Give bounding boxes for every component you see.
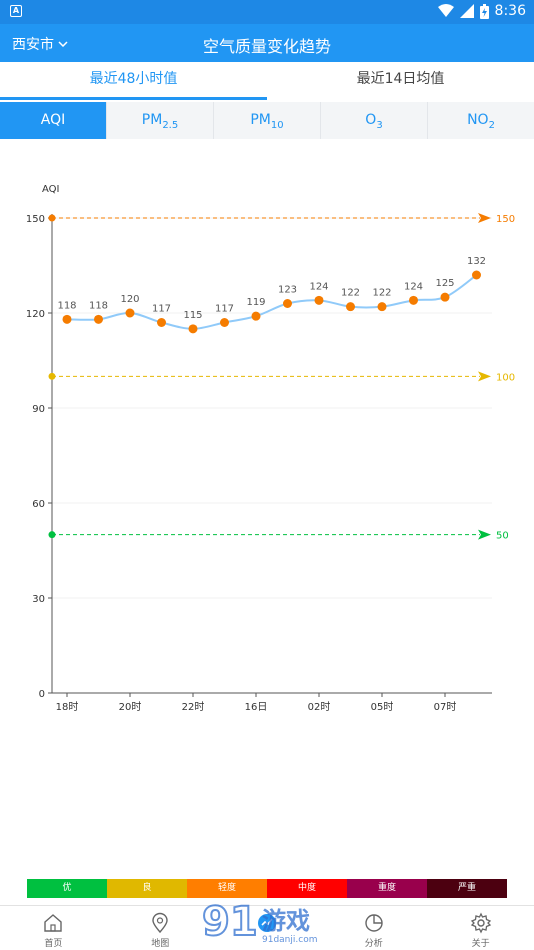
signal-icon [459, 4, 474, 18]
nav-analysis-label: 分析 [364, 939, 383, 949]
y-tick-label: 30 [32, 594, 45, 605]
legend-level-heavy: 重度 [347, 879, 427, 898]
y-tick-label: 60 [32, 499, 45, 510]
data-point [188, 324, 198, 334]
data-label: 117 [152, 304, 171, 315]
y-tick-label: 90 [32, 404, 45, 415]
threshold-label: 100 [496, 372, 515, 383]
tab-no2[interactable]: NO2 [467, 112, 495, 131]
legend-level-excellent: 优 [27, 879, 107, 898]
clock: 8:36 [494, 3, 526, 19]
threshold-arrow [478, 529, 491, 540]
threshold-label: 50 [496, 531, 509, 542]
tab-pm25[interactable]: PM2.5 [107, 102, 214, 139]
bottom-nav: 首页 地图 分析 关于 [0, 905, 534, 950]
battery-icon [479, 3, 489, 19]
y-tick-label: 120 [26, 309, 45, 320]
threshold-arrow [478, 371, 491, 382]
data-label: 124 [404, 281, 423, 292]
threshold-arrow [478, 213, 491, 223]
x-tick-label: 18时 [56, 701, 79, 713]
data-label: 119 [246, 297, 265, 308]
data-label: 115 [183, 310, 202, 321]
app-notification-icon: A [10, 5, 22, 17]
y-tick-label: 0 [39, 689, 45, 700]
data-point [157, 318, 166, 327]
range-tabs: 最近48小时值 最近14日均值 [0, 62, 534, 100]
wifi-icon [437, 4, 454, 17]
city-label: 西安市 [12, 37, 54, 53]
data-label: 125 [435, 278, 454, 289]
tab-o3[interactable]: O3 [321, 102, 428, 139]
data-point [125, 308, 135, 318]
threshold-label: 150 [496, 214, 515, 225]
x-tick-label: 22时 [182, 701, 205, 713]
data-label: 132 [467, 256, 486, 267]
data-point [283, 299, 292, 308]
data-label: 122 [372, 288, 391, 299]
tab-48-hours[interactable]: 最近48小时值 [0, 62, 267, 100]
pie-icon [365, 914, 383, 932]
x-tick-label: 20时 [119, 701, 142, 713]
tab-aqi[interactable]: AQI [0, 102, 107, 139]
tab-pm10[interactable]: PM10 [214, 102, 321, 139]
threshold-marker [48, 372, 56, 380]
nav-home[interactable]: 首页 [0, 906, 107, 950]
data-point [62, 314, 72, 324]
tab-14-days[interactable]: 最近14日均值 [356, 71, 445, 87]
legend-level-good: 良 [107, 879, 187, 898]
data-label: 118 [57, 300, 76, 311]
legend-level-light: 轻度 [187, 879, 267, 898]
page-title: 空气质量变化趋势 [202, 37, 331, 56]
aqi-trend-chart: AQI 0 30 60 90 120 150 18时 20时 22时 16日 02时 05时 07时 150… [26, 184, 515, 713]
data-label: 118 [89, 300, 108, 311]
data-label: 123 [278, 285, 297, 296]
status-bar: A 8:36 [0, 0, 534, 24]
nav-analysis[interactable]: 分析 [320, 906, 427, 950]
home-icon [44, 914, 63, 932]
city-selector[interactable]: 西安市 [12, 34, 68, 54]
legend-level-severe: 严重 [427, 879, 507, 898]
data-point [472, 270, 481, 280]
app-bar: 西安市 空气质量变化趋势 [0, 24, 534, 62]
nav-about[interactable]: 关于 [427, 906, 534, 950]
data-label: 124 [309, 281, 328, 292]
data-point [220, 318, 229, 327]
nav-about-label: 关于 [471, 939, 490, 949]
gear-icon [470, 912, 491, 934]
x-tick-label: 05时 [371, 701, 394, 713]
nav-map-label: 地图 [151, 939, 170, 949]
aqi-level-legend: 优 良 轻度 中度 重度 严重 [27, 879, 507, 898]
y-axis-label: AQI [42, 184, 60, 195]
system-icons: 8:36 [437, 3, 526, 19]
legend-level-moderate: 中度 [267, 879, 347, 898]
data-point [314, 295, 324, 305]
map-pin-icon [152, 912, 168, 934]
nav-map[interactable]: 地图 [107, 906, 214, 950]
data-point [94, 314, 103, 324]
chevron-down-icon [58, 41, 68, 47]
data-point [346, 302, 355, 312]
nav-home-label: 首页 [44, 939, 63, 949]
pollutant-tabs: AQI PM2.5 PM10 O3 NO2 [0, 102, 534, 139]
data-label: 122 [341, 288, 360, 299]
data-point [409, 295, 418, 305]
data-point [440, 292, 450, 302]
x-tick-label: 07时 [434, 701, 457, 713]
threshold-marker [48, 531, 56, 539]
nav-trend[interactable] [214, 906, 321, 950]
threshold-marker [48, 214, 56, 222]
data-point [377, 302, 387, 312]
data-label: 117 [215, 304, 234, 315]
trend-icon [257, 914, 276, 932]
x-tick-label: 02时 [308, 701, 331, 713]
x-tick-label: 16日 [245, 702, 268, 713]
data-label: 120 [120, 294, 139, 305]
data-point [251, 311, 261, 321]
y-tick-label: 150 [26, 214, 45, 225]
